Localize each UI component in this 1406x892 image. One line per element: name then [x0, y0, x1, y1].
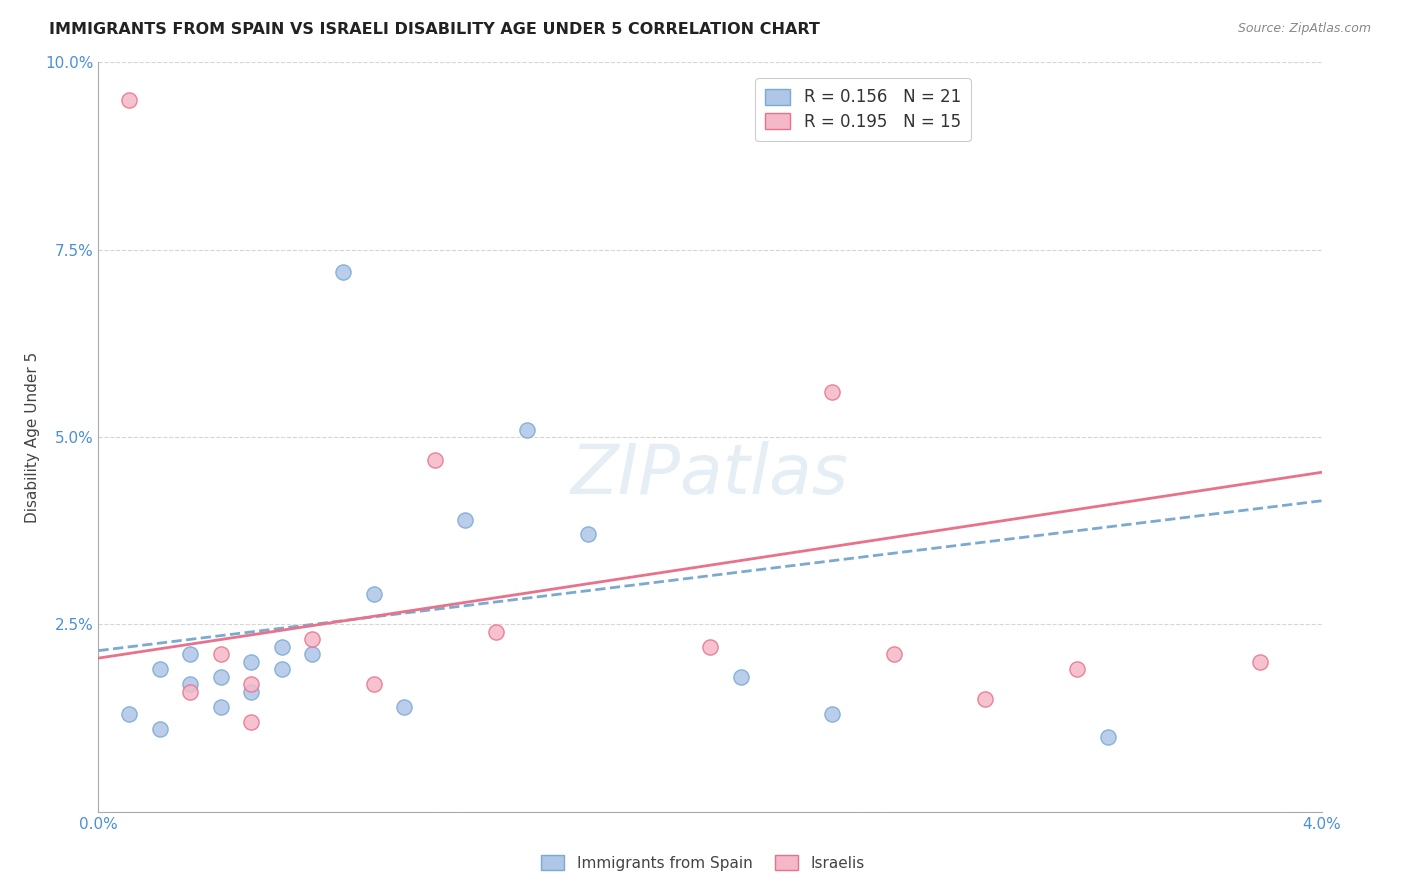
- Point: [118, 93, 141, 107]
- Point: [363, 587, 385, 601]
- Point: [332, 265, 354, 279]
- Point: [1249, 655, 1271, 669]
- Point: [149, 723, 172, 737]
- Point: [516, 423, 538, 437]
- Point: [363, 677, 385, 691]
- Point: [209, 670, 232, 684]
- Point: [423, 452, 446, 467]
- Legend: R = 0.156   N = 21, R = 0.195   N = 15: R = 0.156 N = 21, R = 0.195 N = 15: [755, 78, 970, 141]
- Point: [209, 699, 232, 714]
- Point: [240, 655, 263, 669]
- Point: [240, 677, 263, 691]
- Point: [240, 685, 263, 699]
- Point: [974, 692, 997, 706]
- Y-axis label: Disability Age Under 5: Disability Age Under 5: [25, 351, 39, 523]
- Point: [699, 640, 721, 654]
- Point: [179, 685, 201, 699]
- Point: [209, 648, 232, 662]
- Point: [576, 527, 599, 541]
- Point: [301, 648, 323, 662]
- Text: IMMIGRANTS FROM SPAIN VS ISRAELI DISABILITY AGE UNDER 5 CORRELATION CHART: IMMIGRANTS FROM SPAIN VS ISRAELI DISABIL…: [49, 22, 820, 37]
- Point: [179, 677, 201, 691]
- Point: [821, 707, 844, 722]
- Point: [730, 670, 752, 684]
- Text: Source: ZipAtlas.com: Source: ZipAtlas.com: [1237, 22, 1371, 36]
- Legend: Immigrants from Spain, Israelis: Immigrants from Spain, Israelis: [534, 847, 872, 879]
- Point: [485, 624, 508, 639]
- Point: [118, 707, 141, 722]
- Point: [270, 662, 294, 676]
- Point: [1066, 662, 1088, 676]
- Point: [1097, 730, 1119, 744]
- Point: [454, 512, 477, 526]
- Point: [240, 714, 263, 729]
- Point: [883, 648, 905, 662]
- Point: [270, 640, 294, 654]
- Point: [149, 662, 172, 676]
- Point: [179, 648, 201, 662]
- Point: [821, 385, 844, 400]
- Text: ZIPatlas: ZIPatlas: [571, 441, 849, 508]
- Point: [301, 632, 323, 647]
- Point: [392, 699, 416, 714]
